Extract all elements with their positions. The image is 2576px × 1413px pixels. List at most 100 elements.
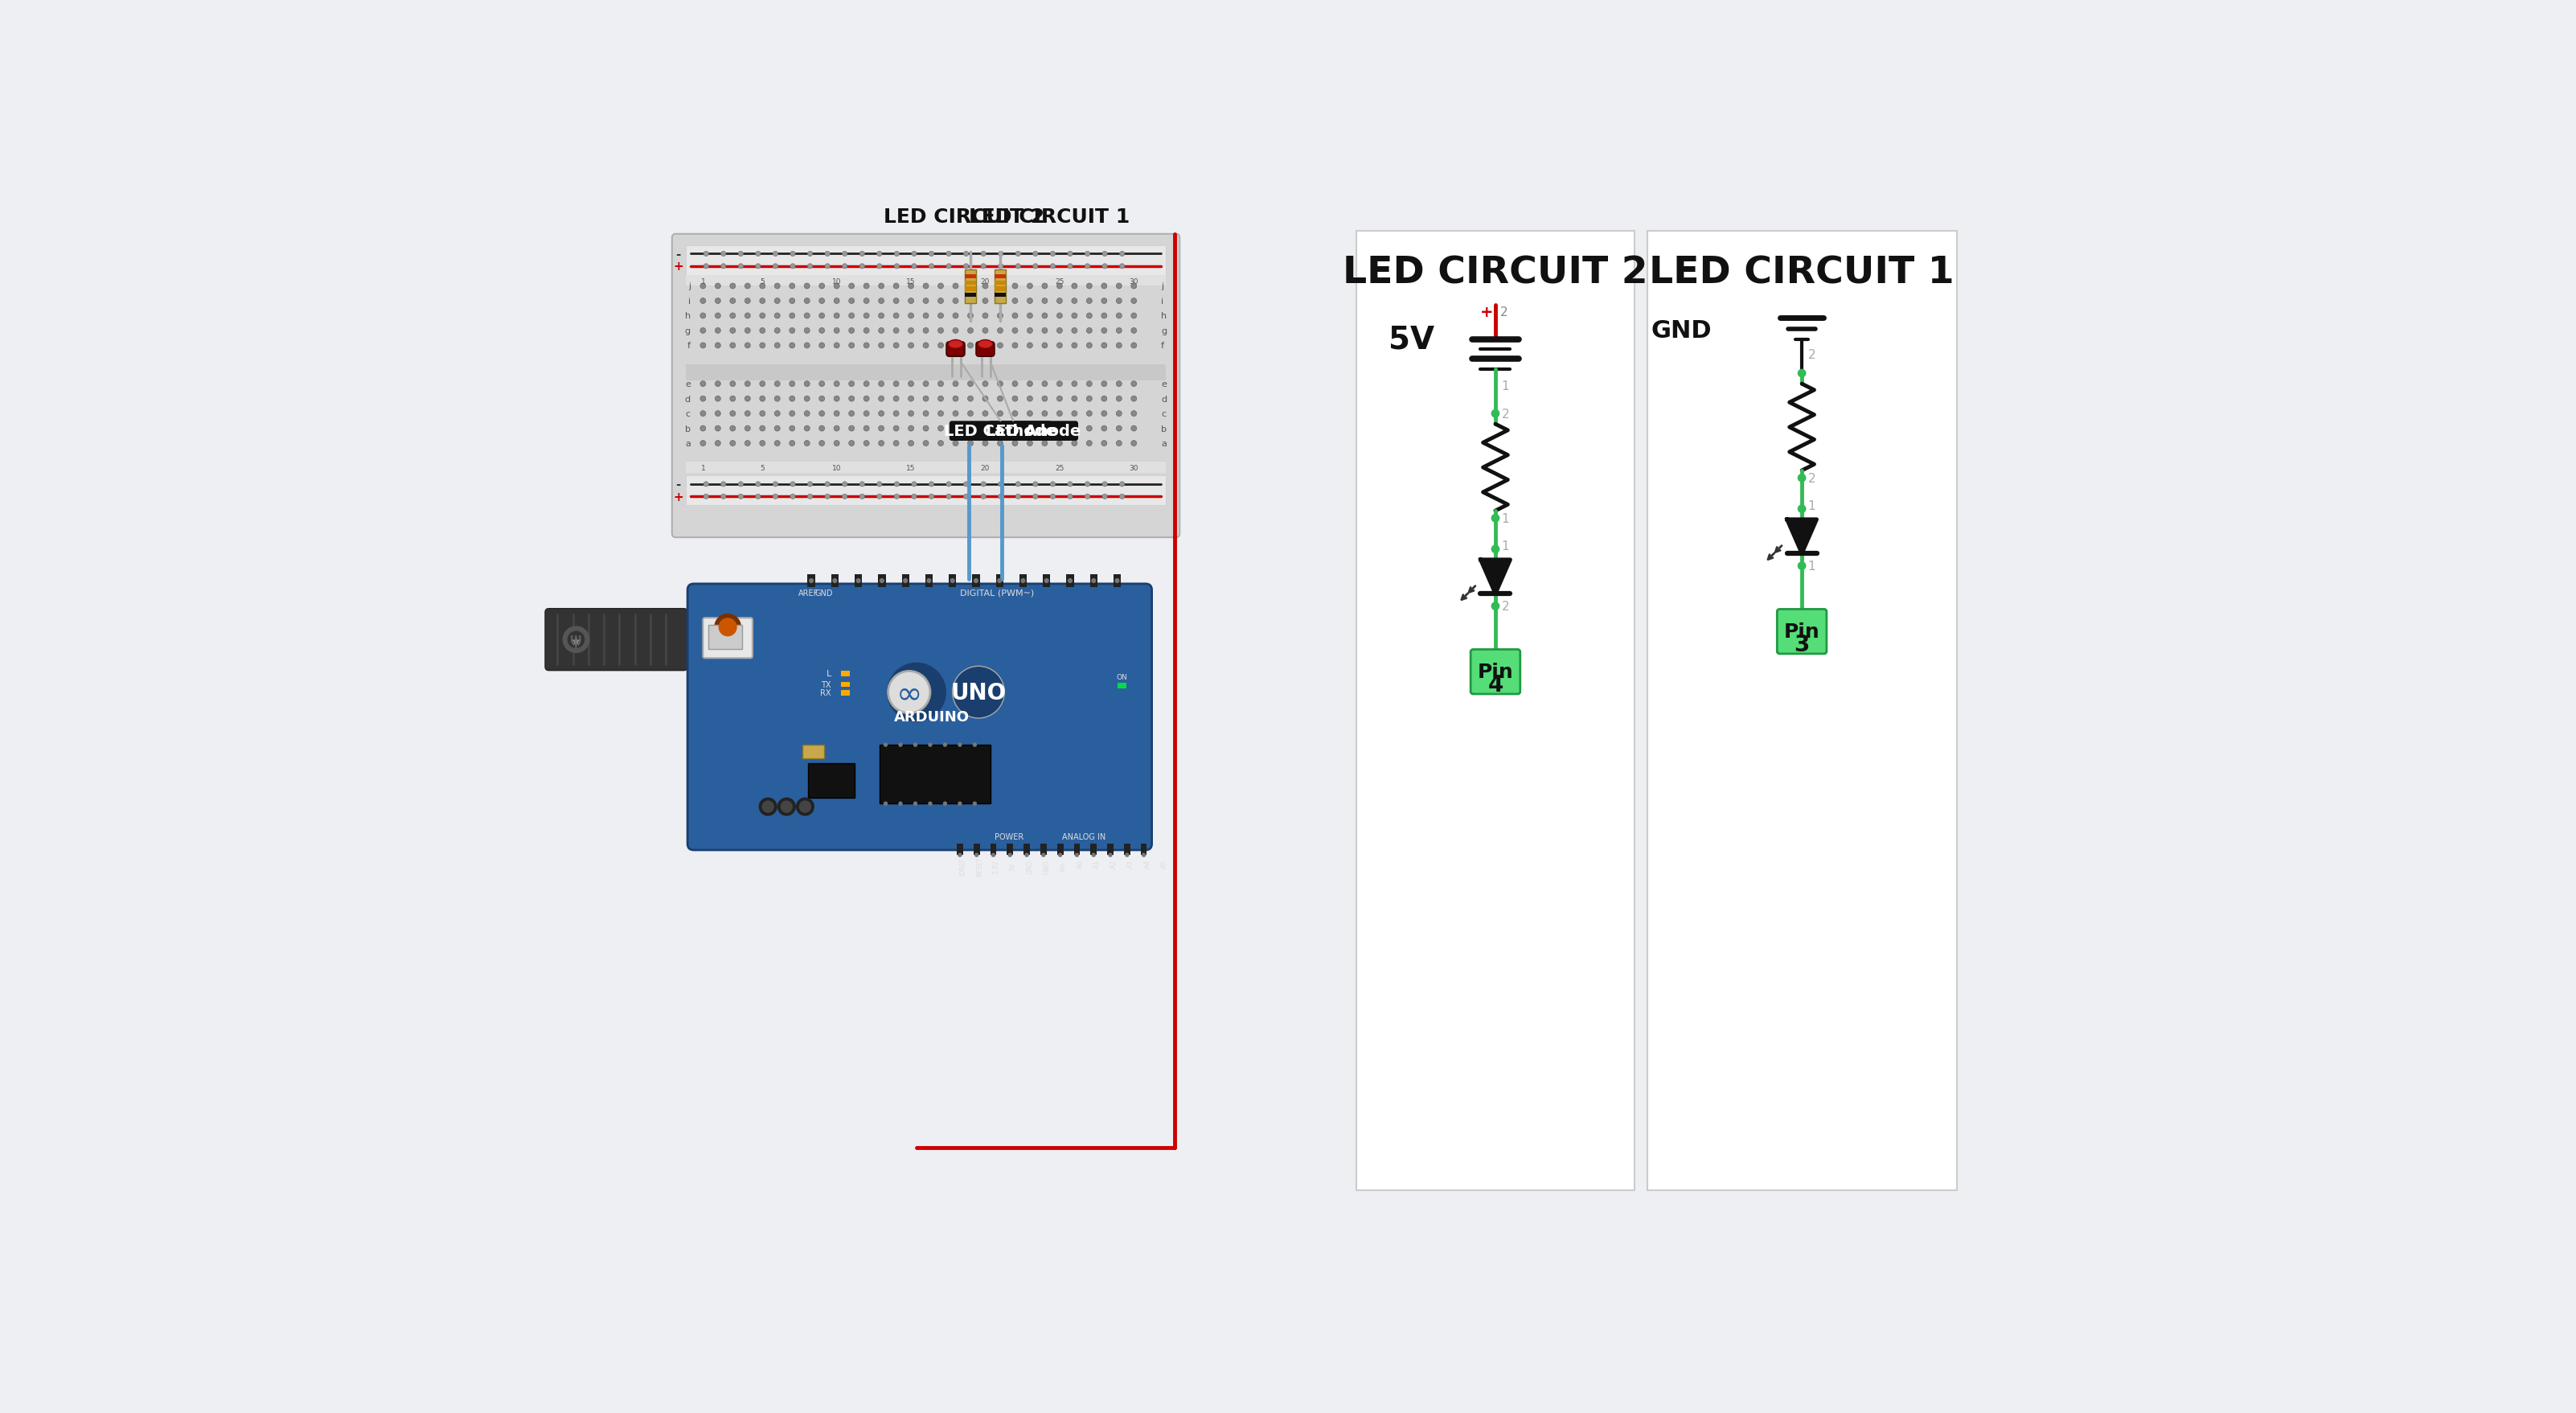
Circle shape [1028, 411, 1033, 417]
Circle shape [1020, 579, 1025, 584]
Circle shape [1012, 382, 1018, 387]
Circle shape [701, 298, 706, 304]
Circle shape [930, 252, 935, 257]
Circle shape [1115, 579, 1121, 584]
Circle shape [819, 298, 824, 304]
Circle shape [894, 298, 899, 304]
Circle shape [1087, 397, 1092, 401]
Text: g: g [685, 326, 690, 335]
Text: 20: 20 [981, 465, 989, 472]
Circle shape [909, 314, 914, 319]
Circle shape [1012, 314, 1018, 319]
Circle shape [1103, 441, 1108, 447]
Circle shape [969, 397, 974, 401]
Circle shape [999, 482, 1002, 487]
Circle shape [848, 314, 855, 319]
Text: 3: 3 [1793, 633, 1808, 656]
Circle shape [739, 264, 744, 270]
Circle shape [963, 495, 969, 499]
Circle shape [804, 284, 809, 290]
Text: -: - [675, 479, 680, 490]
Circle shape [1103, 382, 1108, 387]
Circle shape [958, 853, 961, 858]
Circle shape [1108, 853, 1113, 858]
Circle shape [904, 579, 907, 584]
Circle shape [1092, 579, 1097, 584]
Text: LED Cathode: LED Cathode [945, 424, 1056, 439]
Circle shape [894, 343, 899, 349]
Circle shape [1103, 427, 1108, 431]
Circle shape [1007, 853, 1012, 858]
Circle shape [894, 411, 899, 417]
Circle shape [1072, 284, 1077, 290]
Circle shape [981, 411, 989, 417]
Circle shape [922, 328, 927, 333]
Circle shape [1103, 328, 1108, 333]
Circle shape [909, 441, 914, 447]
Circle shape [1087, 314, 1092, 319]
Circle shape [819, 427, 824, 431]
Circle shape [819, 284, 824, 290]
Text: 20: 20 [981, 278, 989, 285]
Bar [902, 574, 909, 588]
Circle shape [744, 298, 750, 304]
Circle shape [1028, 314, 1033, 319]
Circle shape [922, 411, 927, 417]
Circle shape [945, 482, 951, 487]
Circle shape [799, 801, 811, 814]
Circle shape [804, 343, 809, 349]
Circle shape [1051, 252, 1056, 257]
Bar [840, 671, 850, 677]
Circle shape [835, 314, 840, 319]
Circle shape [848, 427, 855, 431]
Circle shape [775, 298, 781, 304]
Circle shape [1115, 298, 1121, 304]
Circle shape [1131, 343, 1136, 349]
Bar [1123, 844, 1131, 855]
Circle shape [716, 427, 721, 431]
Circle shape [744, 397, 750, 401]
Circle shape [1015, 495, 1020, 499]
Circle shape [819, 397, 824, 401]
Circle shape [1056, 314, 1061, 319]
Text: e: e [685, 380, 690, 389]
Bar [948, 574, 956, 588]
Bar [840, 691, 850, 697]
Circle shape [1103, 284, 1108, 290]
Circle shape [922, 382, 927, 387]
Circle shape [1012, 284, 1018, 290]
Circle shape [1121, 264, 1126, 270]
Circle shape [824, 495, 829, 499]
Circle shape [809, 579, 814, 584]
Circle shape [848, 298, 855, 304]
Circle shape [1103, 343, 1108, 349]
Text: 10: 10 [832, 465, 842, 472]
Bar [966, 281, 976, 285]
Circle shape [912, 743, 917, 747]
Circle shape [701, 427, 706, 431]
Bar [1646, 232, 1958, 1191]
Circle shape [1074, 853, 1079, 858]
Circle shape [701, 284, 706, 290]
Circle shape [760, 397, 765, 401]
Circle shape [1041, 411, 1048, 417]
Circle shape [819, 441, 824, 447]
Circle shape [878, 343, 884, 349]
Circle shape [876, 482, 881, 487]
Text: LED Anode: LED Anode [987, 424, 1079, 439]
Circle shape [719, 619, 737, 637]
Circle shape [912, 264, 917, 270]
Text: DIGITAL (PWM~): DIGITAL (PWM~) [961, 589, 1033, 596]
Circle shape [716, 343, 721, 349]
Circle shape [938, 397, 943, 401]
Text: g: g [1162, 326, 1167, 335]
Circle shape [716, 397, 721, 401]
Circle shape [703, 482, 708, 487]
Circle shape [1092, 853, 1095, 858]
Text: f: f [1162, 342, 1164, 350]
Circle shape [701, 397, 706, 401]
Circle shape [863, 441, 868, 447]
Circle shape [1012, 298, 1018, 304]
Circle shape [1087, 411, 1092, 417]
Circle shape [760, 382, 765, 387]
